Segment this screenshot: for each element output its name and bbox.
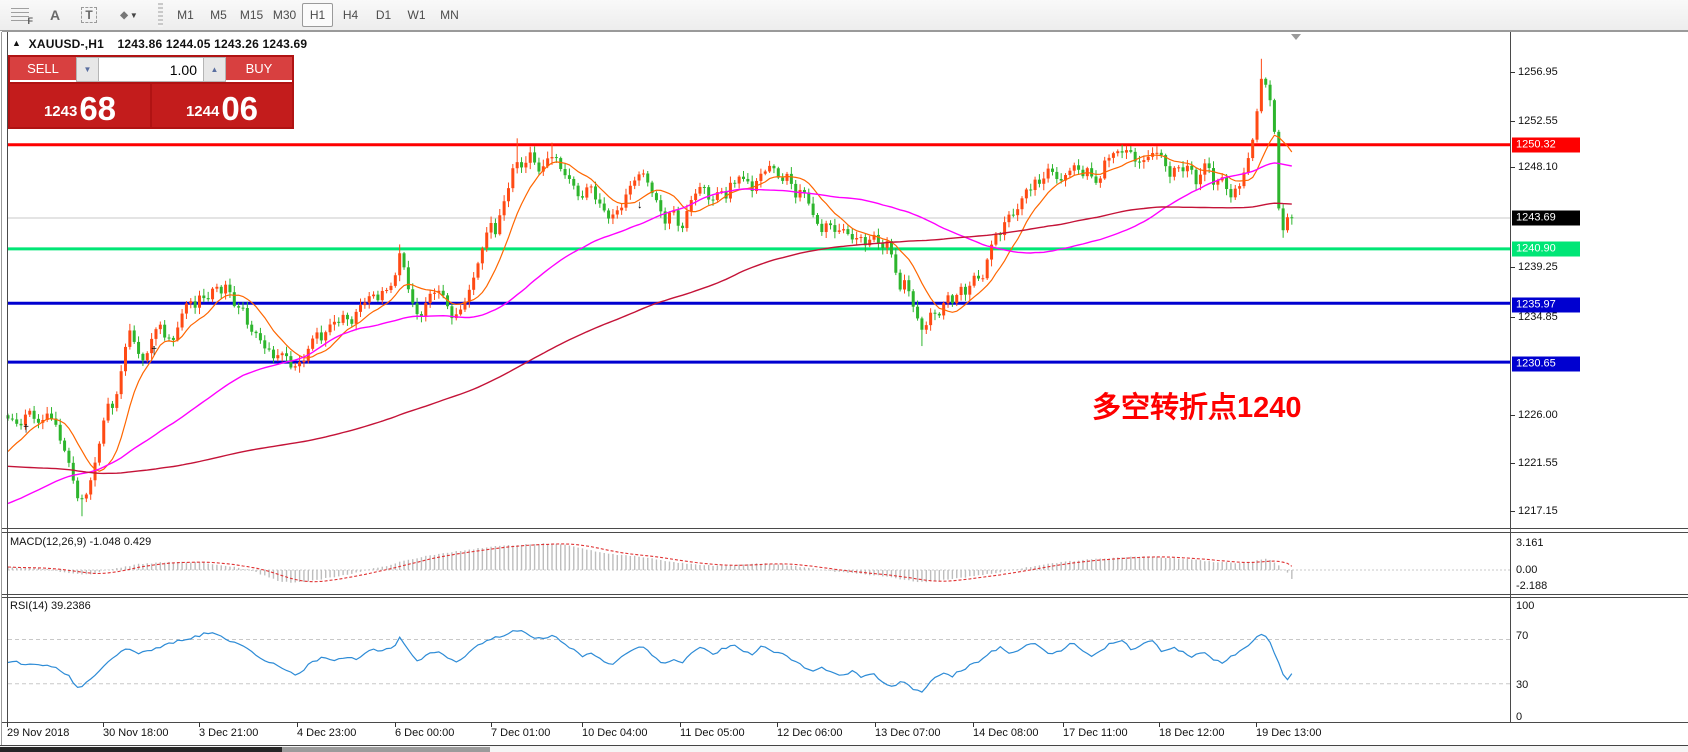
spinner-down-icon: ▼ [83, 65, 92, 74]
svg-text:†: † [151, 345, 157, 357]
scroll-shift-marker-icon[interactable] [1291, 34, 1301, 40]
toolbar: F A T ◆ ▼ M1 M5 M15 M30 H1 H4 D1 W1 MN [0, 0, 1688, 31]
timeframe-button-m5[interactable]: M5 [210, 8, 227, 22]
price-tick-label: 1217.15 [1518, 505, 1558, 517]
shapes-tool-button[interactable]: ◆ ▼ [110, 4, 148, 26]
time-tick-label: 14 Dec 08:00 [973, 727, 1039, 739]
price-tick-label: 1234.85 [1518, 311, 1558, 323]
price-badge: 1240.90 [1512, 241, 1580, 257]
timeframe-button-h1[interactable]: H1 [302, 3, 333, 27]
volume-input[interactable] [99, 57, 203, 82]
toolbar-separator [158, 3, 163, 27]
indicator-axis-label: 0.00 [1516, 564, 1538, 576]
timeframe-button-mn[interactable]: MN [440, 8, 459, 22]
sell-price[interactable]: 1243 68 [10, 84, 150, 127]
fibonacci-tool-button[interactable]: F [8, 4, 34, 26]
timeframe-button-m30[interactable]: M30 [272, 8, 297, 22]
timeframe-button-w1[interactable]: W1 [407, 8, 426, 22]
timeframe-button-h4[interactable]: H4 [342, 8, 359, 22]
timeframe-group: M1 M5 M15 M30 H1 H4 D1 W1 MN [169, 3, 466, 27]
one-click-trading-panel: SELL ▼ ▲ BUY 1243 68 1244 06 [8, 55, 294, 129]
time-tick-label: 12 Dec 06:00 [777, 727, 843, 739]
indicator-axis-label: 30 [1516, 679, 1529, 691]
svg-text:†: † [23, 423, 29, 435]
time-tick-label: 19 Dec 13:00 [1256, 727, 1322, 739]
time-tick-label: 18 Dec 12:00 [1159, 727, 1225, 739]
price-badge: 1250.32 [1512, 137, 1580, 153]
indicator-axis-label: 100 [1516, 600, 1535, 612]
price-badge: 1243.69 [1512, 210, 1580, 226]
timeframe-button-m1[interactable]: M1 [177, 8, 194, 22]
horizontal-scrollbar[interactable] [0, 745, 1688, 752]
timeframe-button-m15[interactable]: M15 [239, 8, 264, 22]
fibonacci-icon-letter: F [27, 16, 34, 26]
fibonacci-icon [11, 8, 29, 22]
indicator-axis-label: -2.188 [1516, 580, 1548, 592]
time-tick-label: 11 Dec 05:00 [680, 727, 745, 739]
shapes-icon: ◆ [120, 9, 128, 21]
time-tick-label: 7 Dec 01:00 [491, 727, 551, 739]
timeframe-button-d1[interactable]: D1 [375, 8, 392, 22]
chevron-down-icon: ▼ [129, 10, 138, 20]
buy-button[interactable]: BUY [226, 57, 292, 82]
text-t-icon: T [81, 7, 97, 23]
buy-price-big: 06 [221, 90, 259, 127]
time-tick-label: 10 Dec 04:00 [582, 727, 648, 739]
sell-price-big: 68 [79, 90, 117, 127]
svg-text:↓: ↓ [637, 199, 643, 211]
time-tick-label: 29 Nov 2018 [7, 727, 70, 739]
buy-price[interactable]: 1244 06 [152, 84, 292, 127]
price-tick-label: 1221.55 [1518, 457, 1558, 469]
volume-decrease-button[interactable]: ▼ [76, 57, 99, 82]
volume-increase-button[interactable]: ▲ [203, 57, 226, 82]
time-tick-label: 30 Nov 18:00 [103, 727, 169, 739]
chart-title: ▲ XAUUSD-,H1 1243.86 1244.05 1243.26 124… [12, 37, 307, 51]
time-tick-label: 6 Dec 00:00 [395, 727, 455, 739]
sell-price-small: 1243 [43, 103, 78, 120]
price-tick-label: 1226.00 [1518, 409, 1558, 421]
time-tick-label: 4 Dec 23:00 [297, 727, 357, 739]
scrollbar-thumb-secondary[interactable] [282, 747, 490, 752]
time-tick-label: 3 Dec 21:00 [199, 727, 259, 739]
label-tool-button[interactable]: T [76, 4, 102, 26]
spinner-up-icon: ▲ [210, 65, 219, 74]
indicator-axis-label: 70 [1516, 630, 1529, 642]
price-badge: 1230.65 [1512, 356, 1580, 372]
indicator-axis-label: 0 [1516, 711, 1523, 723]
price-badge: 1235.97 [1512, 297, 1580, 313]
price-tick-label: 1256.95 [1518, 66, 1558, 78]
text-tool-button[interactable]: A [42, 4, 68, 26]
buy-price-small: 1244 [185, 103, 220, 120]
ohlc-values: 1243.86 1244.05 1243.26 1243.69 [117, 37, 308, 51]
symbol-label: XAUUSD-,H1 [28, 37, 104, 51]
rsi-label: RSI(14) 39.2386 [10, 600, 91, 612]
price-tick-label: 1252.55 [1518, 115, 1558, 127]
text-a-icon: A [49, 7, 61, 23]
price-tick-label: 1239.25 [1518, 261, 1558, 273]
symbol-arrow-icon: ▲ [12, 38, 22, 48]
chart-annotation-text: 多空转折点1240 [1092, 392, 1302, 424]
macd-label: MACD(12,26,9) -1.048 0.429 [10, 536, 152, 548]
indicator-axis-label: 3.161 [1516, 537, 1544, 549]
time-tick-label: 17 Dec 11:00 [1063, 727, 1128, 739]
price-tick-label: 1248.10 [1518, 161, 1558, 173]
scrollbar-thumb[interactable] [0, 747, 282, 752]
sell-button[interactable]: SELL [10, 57, 76, 82]
time-tick-label: 13 Dec 07:00 [875, 727, 941, 739]
